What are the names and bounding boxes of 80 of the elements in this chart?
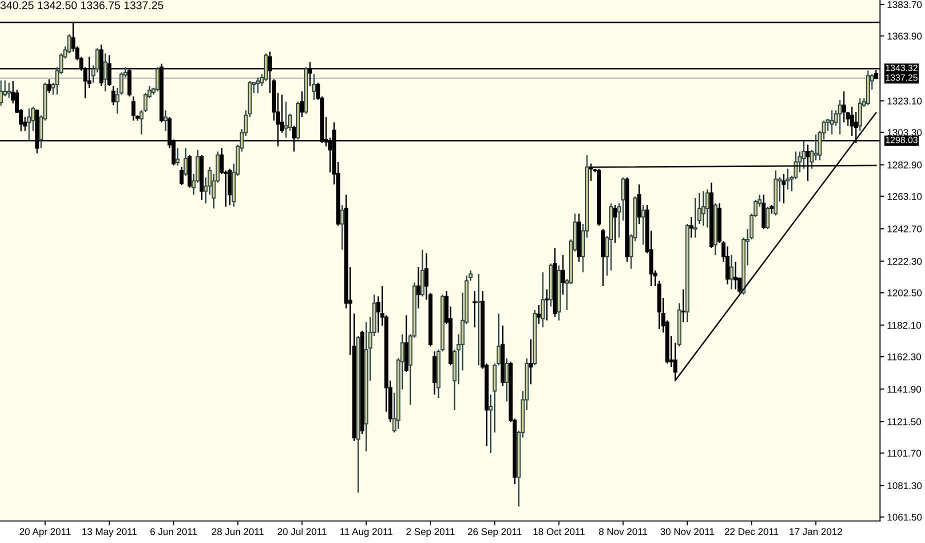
candlestick <box>734 261 738 290</box>
chart-title: 340.25 1342.50 1336.75 1337.25 <box>0 1 164 10</box>
candlestick <box>842 90 846 124</box>
candlestick <box>472 290 477 328</box>
candlestick <box>766 206 770 230</box>
candlestick <box>27 108 32 142</box>
candlestick <box>312 73 316 101</box>
ref-line-label: 1298.03 <box>886 136 918 144</box>
candlestick <box>103 52 108 92</box>
x-tick-label: 20 Jul 2011 <box>278 528 326 536</box>
candlestick <box>729 254 734 290</box>
y-tick-label: 1363.90 <box>888 32 922 40</box>
candlestick <box>7 82 12 99</box>
candlestick <box>47 78 52 94</box>
y-tick-label: 1162.30 <box>888 353 921 360</box>
candlestick <box>705 188 710 228</box>
candlestick <box>613 204 618 244</box>
y-tick-label: 1263.10 <box>888 193 922 200</box>
candlestick <box>540 272 545 328</box>
candlestick <box>681 288 686 323</box>
x-tick-label: 2 Sep 2011 <box>406 528 455 538</box>
candlestick <box>544 288 549 322</box>
candlestick <box>621 176 626 222</box>
x-tick-label: 26 Sep 2011 <box>468 528 522 538</box>
candlestick <box>560 254 565 296</box>
candlestick <box>67 34 72 54</box>
candlestick <box>300 90 304 118</box>
candlestick <box>689 216 694 238</box>
candlestick <box>814 134 818 161</box>
y-tick-label: 1182.10 <box>888 322 921 329</box>
candlestick <box>504 358 509 402</box>
candlestick <box>284 100 288 138</box>
candlestick <box>0 80 4 106</box>
candlestick <box>256 76 260 94</box>
x-tick-label: 30 Nov 2011 <box>660 528 714 536</box>
candlestick <box>180 166 184 186</box>
candlestick <box>528 338 533 385</box>
x-tick-label: 20 Apr 2011 <box>20 528 71 538</box>
x-tick-label: 8 Nov 2011 <box>599 528 648 536</box>
candlestick <box>782 173 786 204</box>
candlestick <box>340 204 344 250</box>
x-tick-label: 22 Dec 2011 <box>724 528 778 536</box>
y-tick-label: 1081.30 <box>888 482 922 490</box>
x-tick-label: 28 Jun 2011 <box>212 528 264 536</box>
y-tick-label: 1141.90 <box>888 386 921 393</box>
candlestick <box>476 273 481 366</box>
candlestick <box>164 110 168 132</box>
x-tick-label: 18 Oct 2011 <box>534 528 585 536</box>
candlestick <box>176 147 180 166</box>
candlestick <box>830 110 834 136</box>
y-tick-label: 1202.50 <box>888 289 922 296</box>
candlestick <box>131 96 136 122</box>
x-tick-label: 17 Jan 2012 <box>790 528 842 536</box>
y-tick-label: 1383.70 <box>888 1 922 8</box>
candlestick <box>786 168 790 190</box>
ref-line-label: 1343.32 <box>886 64 918 72</box>
candlestick <box>641 204 646 246</box>
y-tick-label: 1061.50 <box>888 514 922 521</box>
candlestick <box>536 304 541 325</box>
y-tick-label: 1323.10 <box>888 98 922 104</box>
candlestick <box>111 85 116 106</box>
y-tick-label: 1242.70 <box>888 225 922 232</box>
candlestick <box>184 147 188 176</box>
candlestick <box>637 184 642 225</box>
ref-line-label: 1337.25 <box>886 74 918 81</box>
y-tick-label: 1101.70 <box>888 450 921 457</box>
candlestick <box>693 197 698 238</box>
y-tick-label: 1121.50 <box>888 418 921 426</box>
candlestick <box>858 97 862 132</box>
candlestick <box>156 66 160 92</box>
y-tick-label: 1303.30 <box>888 129 922 136</box>
candlestick <box>838 99 842 136</box>
candlestick <box>416 266 420 309</box>
candlestick <box>802 140 806 170</box>
y-tick-label: 1282.90 <box>888 162 922 168</box>
x-tick-label: 6 Jun 2011 <box>150 528 197 536</box>
x-tick-label: 11 Aug 2011 <box>340 528 392 538</box>
y-tick-label: 1222.30 <box>888 258 922 265</box>
candlestick <box>701 190 706 226</box>
x-tick-label: 13 May 2011 <box>82 528 137 538</box>
